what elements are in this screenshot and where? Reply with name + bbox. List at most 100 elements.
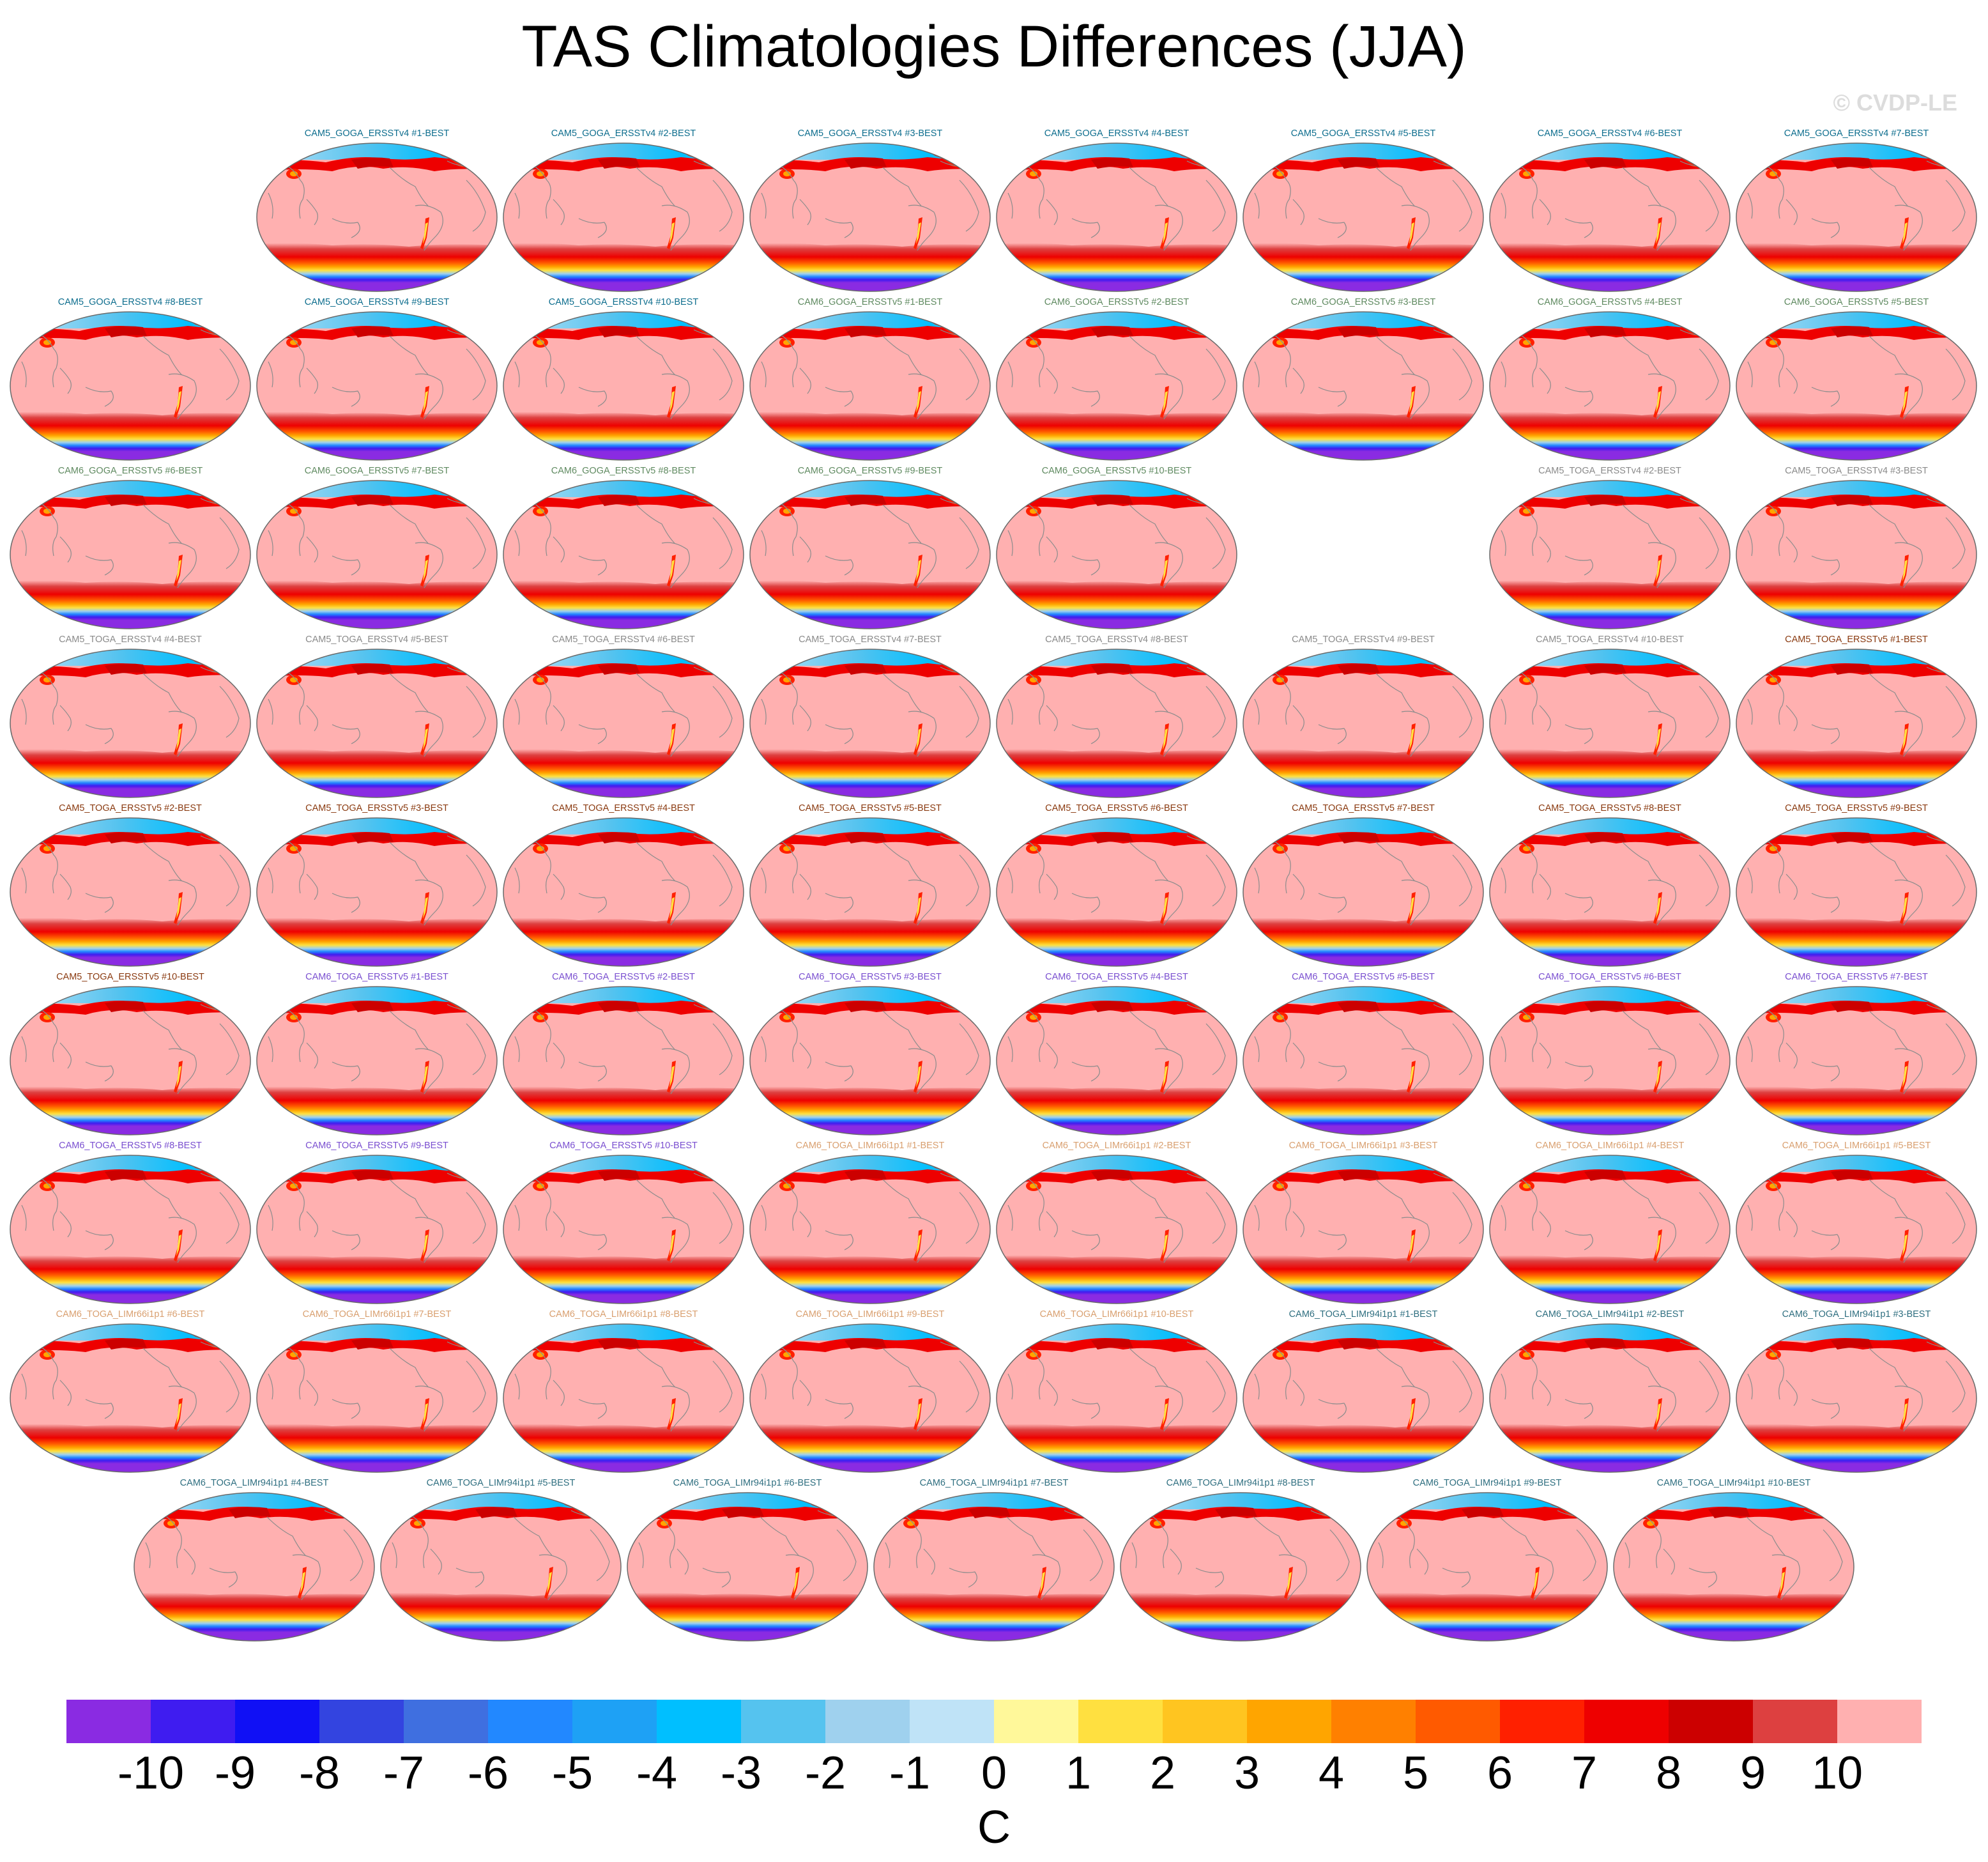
colorbar-swatch [1331,1700,1416,1743]
map-panel-image [749,311,991,461]
map-panel-label: CAM6_TOGA_LIMr66i1p1 #5-BEST [1782,1141,1931,1151]
map-panel-image [873,1491,1115,1642]
colorbar-swatch [235,1700,320,1743]
map-panel-image [256,1154,498,1305]
map-panel: CAM6_TOGA_LIMr94i1p1 #2-BEST [1488,1309,1731,1472]
map-panel: CAM5_TOGA_ERSSTv5 #5-BEST [749,803,991,966]
colorbar-swatch [66,1700,151,1743]
map-panel-label: CAM5_TOGA_ERSSTv5 #5-BEST [799,803,942,813]
colorbar-swatch [1753,1700,1838,1743]
map-panel-label: CAM6_TOGA_LIMr66i1p1 #8-BEST [549,1309,698,1320]
map-panel-image [1119,1491,1362,1642]
colorbar-tick-label: 5 [1402,1748,1429,1799]
map-panel-label: CAM6_TOGA_LIMr94i1p1 #10-BEST [1656,1478,1811,1488]
map-panel: CAM6_TOGA_LIMr66i1p1 #5-BEST [1735,1140,1978,1304]
map-panel-image [9,817,252,967]
map-panel: CAM6_GOGA_ERSSTv5 #10-BEST [995,465,1238,629]
map-panel-image [1488,142,1731,293]
map-panel-label: CAM6_GOGA_ERSSTv5 #7-BEST [304,466,450,476]
map-panel-image [9,1323,252,1473]
map-panel-image [749,1154,991,1305]
map-panel-label: CAM6_TOGA_LIMr66i1p1 #3-BEST [1288,1141,1438,1151]
map-panel-image [9,985,252,1136]
map-panel: CAM6_TOGA_ERSSTv5 #9-BEST [256,1140,498,1304]
map-panel-image [256,142,498,293]
map-panel: CAM6_TOGA_ERSSTv5 #4-BEST [995,971,1238,1135]
map-panel-image [995,817,1238,967]
colorbar-swatch [572,1700,657,1743]
map-panel-label: CAM5_TOGA_ERSSTv4 #3-BEST [1785,466,1928,476]
map-panel: CAM5_GOGA_ERSSTv4 #4-BEST [995,128,1238,291]
map-panel: CAM6_TOGA_ERSSTv5 #1-BEST [256,971,498,1135]
map-panel-image [1242,648,1485,799]
colorbar-tick-label: -3 [720,1748,762,1799]
map-panel: CAM5_TOGA_ERSSTv4 #4-BEST [9,634,252,797]
map-panel-image [1735,985,1978,1136]
map-panel: CAM5_GOGA_ERSSTv4 #6-BEST [1488,128,1731,291]
map-panel-label: CAM5_TOGA_ERSSTv4 #4-BEST [59,635,202,645]
map-panel-image [1488,479,1731,630]
map-panel: CAM5_TOGA_ERSSTv4 #9-BEST [1242,634,1485,797]
map-panel-image [9,479,252,630]
map-panel: CAM5_TOGA_ERSSTv4 #6-BEST [502,634,745,797]
colorbar-swatch [1669,1700,1754,1743]
map-panel-image [256,311,498,461]
colorbar-tick-label: 9 [1740,1748,1766,1799]
colorbar-swatch [910,1700,995,1743]
map-panel-label: CAM5_TOGA_ERSSTv5 #2-BEST [59,803,202,813]
map-panel-image [749,817,991,967]
colorbar-tick-label: -6 [467,1748,509,1799]
map-panel-image [9,648,252,799]
map-panel-image [256,817,498,967]
map-panel-image [1242,817,1485,967]
map-panel-label: CAM5_TOGA_ERSSTv5 #4-BEST [552,803,695,813]
map-panel-image [749,142,991,293]
colorbar-tick-label: -7 [383,1748,425,1799]
map-panel-label: CAM5_GOGA_ERSSTv4 #2-BEST [551,128,696,139]
map-panel-label: CAM6_TOGA_LIMr94i1p1 #1-BEST [1288,1309,1438,1320]
colorbar-swatch [319,1700,404,1743]
map-panel: CAM6_TOGA_LIMr66i1p1 #4-BEST [1488,1140,1731,1304]
map-panel: CAM5_TOGA_ERSSTv5 #2-BEST [9,803,252,966]
map-panel-label: CAM6_TOGA_LIMr66i1p1 #10-BEST [1039,1309,1194,1320]
map-panel: CAM6_TOGA_ERSSTv5 #3-BEST [749,971,991,1135]
map-panel-image [1488,648,1731,799]
colorbar-swatch [1500,1700,1585,1743]
colorbar-swatch [1247,1700,1332,1743]
map-panel-label: CAM5_GOGA_ERSSTv4 #6-BEST [1537,128,1683,139]
colorbar-swatch [1837,1700,1922,1743]
map-panel-image [1488,985,1731,1136]
map-panel: CAM6_TOGA_LIMr66i1p1 #10-BEST [995,1309,1238,1472]
map-panel: CAM6_GOGA_ERSSTv5 #6-BEST [9,465,252,629]
map-panel-image [995,311,1238,461]
colorbar-tick-label: -8 [298,1748,340,1799]
map-panel-image [1242,142,1485,293]
map-panel-label: CAM5_TOGA_ERSSTv4 #5-BEST [305,635,448,645]
map-panel-image [502,1154,745,1305]
map-panel-image [1735,817,1978,967]
map-panel-label: CAM6_TOGA_LIMr66i1p1 #4-BEST [1535,1141,1685,1151]
map-panel-label: CAM6_TOGA_ERSSTv5 #10-BEST [549,1141,698,1151]
credit-watermark: © CVDP-LE [1833,89,1957,116]
map-panel: CAM6_TOGA_LIMr94i1p1 #10-BEST [1612,1477,1855,1641]
map-panel-image [1242,1323,1485,1473]
map-panel: CAM5_TOGA_ERSSTv4 #5-BEST [256,634,498,797]
colorbar-swatch [1584,1700,1669,1743]
map-panel-label: CAM6_TOGA_ERSSTv5 #5-BEST [1292,972,1435,982]
colorbar-swatch [151,1700,236,1743]
map-panel: CAM5_TOGA_ERSSTv5 #1-BEST [1735,634,1978,797]
map-panel: CAM6_TOGA_ERSSTv5 #2-BEST [502,971,745,1135]
map-panel-label: CAM5_GOGA_ERSSTv4 #3-BEST [797,128,943,139]
map-panel: CAM6_TOGA_LIMr94i1p1 #7-BEST [873,1477,1115,1641]
map-panel-label: CAM5_TOGA_ERSSTv5 #1-BEST [1785,635,1928,645]
map-panel-image [502,817,745,967]
map-panel-label: CAM6_TOGA_LIMr94i1p1 #8-BEST [1166,1478,1315,1488]
map-panel: CAM6_TOGA_LIMr94i1p1 #3-BEST [1735,1309,1978,1472]
map-panel-label: CAM6_TOGA_LIMr94i1p1 #5-BEST [426,1478,576,1488]
map-panel-label: CAM6_GOGA_ERSSTv5 #5-BEST [1784,297,1929,307]
map-panel: CAM6_GOGA_ERSSTv5 #8-BEST [502,465,745,629]
map-panel-image [9,1154,252,1305]
map-panel-label: CAM6_TOGA_ERSSTv5 #7-BEST [1785,972,1928,982]
map-panel: CAM6_TOGA_LIMr66i1p1 #6-BEST [9,1309,252,1472]
map-panel: CAM5_GOGA_ERSSTv4 #7-BEST [1735,128,1978,291]
